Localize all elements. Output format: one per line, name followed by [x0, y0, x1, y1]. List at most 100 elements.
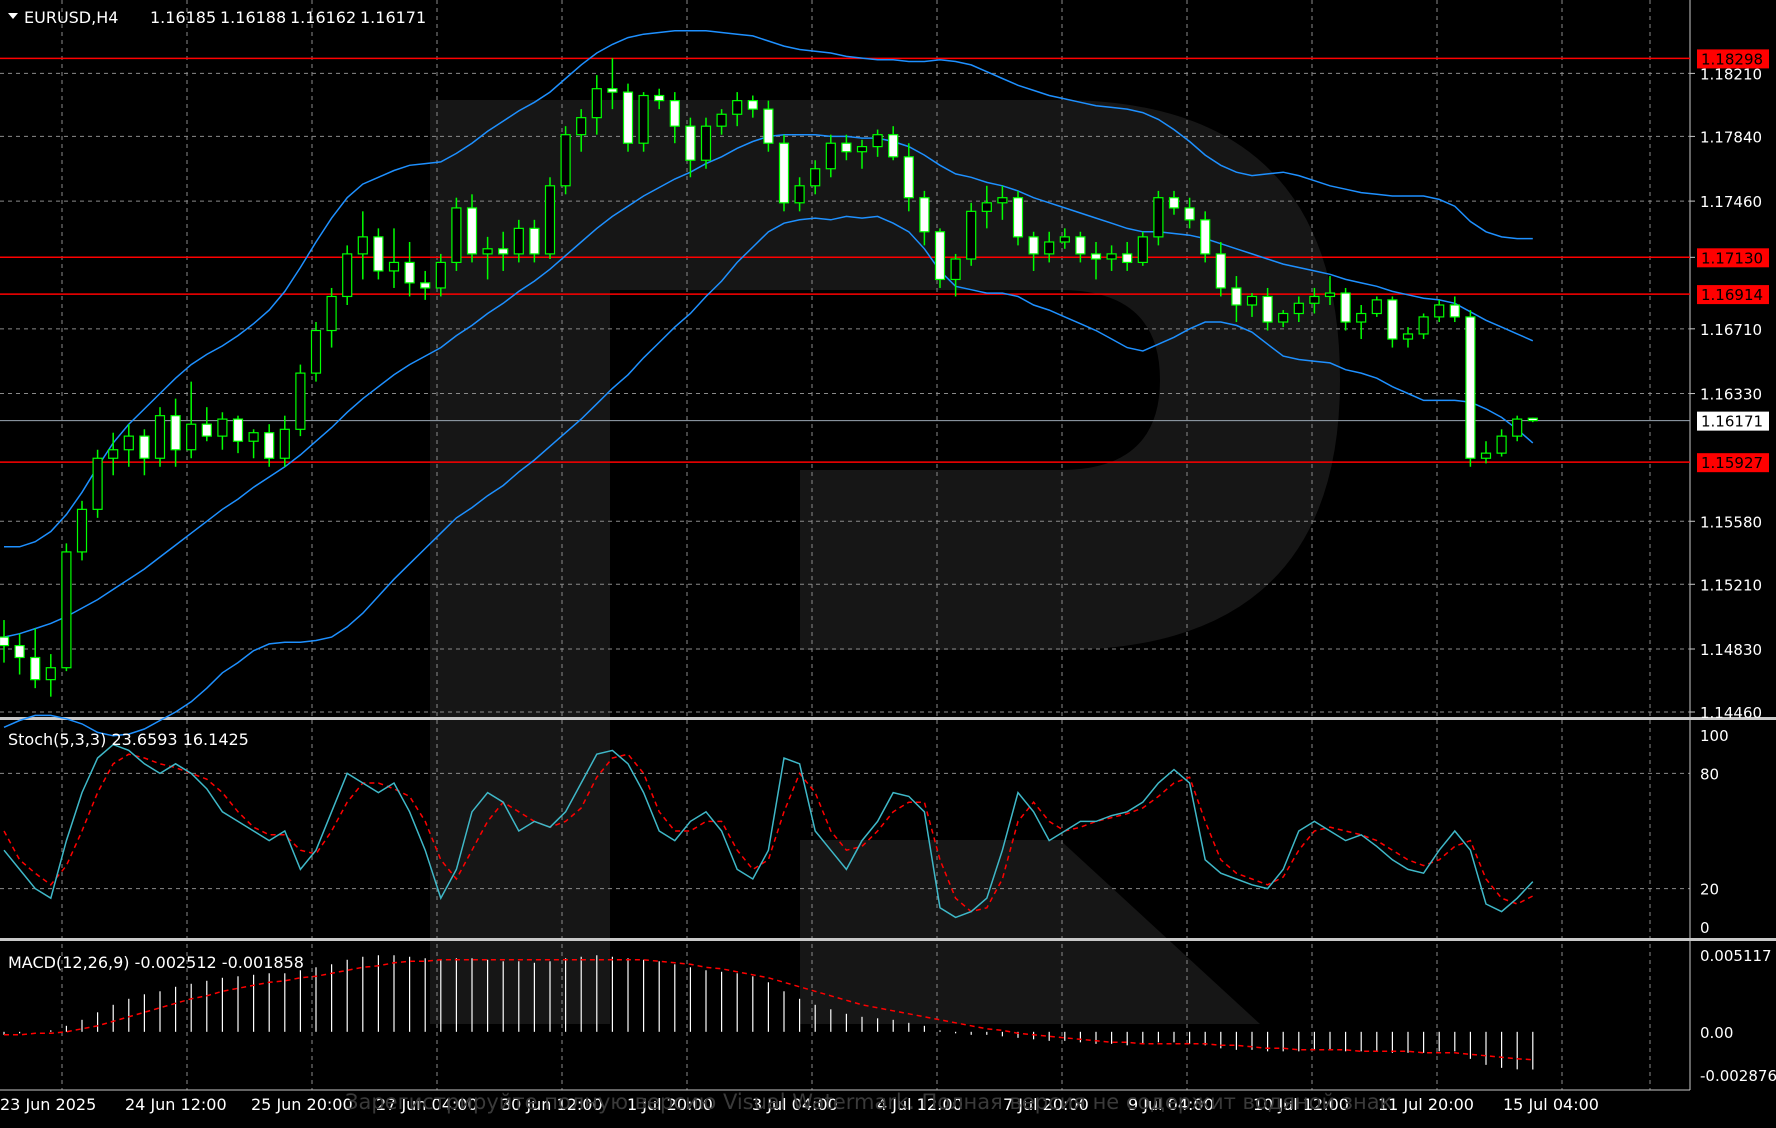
price-axis-label: 1.14830 [1700, 641, 1762, 659]
candle-body-bear [264, 432, 275, 459]
stoch-main-line [3, 743, 1534, 919]
bollinger-lower-line [3, 215, 1534, 737]
time-axis-label: 3 Jul 04:00 [752, 1095, 838, 1114]
candle-body-bull [482, 248, 493, 255]
candle-body-bear [1231, 287, 1242, 306]
axis-labels-layer: 1.18210 1.17840 1.17460 1.17130 1.16710 1.163… [0, 65, 1776, 1114]
candle-body-bull [1496, 435, 1507, 454]
candle-body-bear [841, 142, 852, 153]
candle-body-bull [1371, 299, 1382, 315]
current-price-tag [1697, 411, 1769, 431]
candle-body-bear [14, 644, 25, 659]
level-price-tag [1697, 453, 1769, 473]
candle-body-bull [1418, 316, 1429, 335]
dropdown-triangle-icon[interactable] [8, 13, 18, 19]
candle-body-bear [529, 227, 540, 255]
macd-signal-line [4, 959, 1533, 1061]
price-axis-label: 1.14460 [1700, 704, 1762, 722]
level-price-label: 1.17130 [1701, 249, 1763, 267]
time-axis-label: 9 Jul 04:00 [1128, 1095, 1214, 1114]
candle-body-bear [1262, 295, 1273, 323]
price-tags-layer: 1.18298 1.17130 1.16914 1.15927 1.16171 [1697, 49, 1769, 473]
candle-body-bear [420, 282, 431, 289]
candle-body-bull [700, 125, 712, 161]
candle-body-bear [232, 418, 244, 442]
stoch-axis-label: 0 [1700, 919, 1710, 937]
time-axis-label: 30 Jun 12:00 [501, 1095, 603, 1114]
candle-body-bull [1512, 418, 1523, 437]
candle-body-bull [1324, 292, 1336, 298]
candle-body-bull [154, 415, 166, 459]
candle-body-bear [201, 423, 212, 437]
candle-body-bull [248, 432, 259, 442]
macd-axis-label: 0.00 [1700, 1024, 1733, 1042]
candle-body-bull [576, 117, 587, 136]
candle-body-bull [217, 418, 228, 437]
candle-body-bear [498, 248, 509, 255]
macd-header: MACD(12,26,9) -0.002512 -0.001858 [8, 953, 304, 972]
candle-body-bear [1075, 236, 1086, 255]
stoch-axis-label: 100 [1700, 727, 1729, 745]
current-price-label: 1.16171 [1701, 413, 1763, 431]
time-axis-label: 7 Jul 20:00 [1003, 1095, 1089, 1114]
candle-body-bull [1293, 302, 1304, 315]
level-price-tag [1697, 49, 1769, 69]
panel-separator-main-stoch [0, 717, 1776, 720]
candle-body-bull [108, 449, 119, 459]
candle-body-bull [357, 236, 368, 255]
candle-body-bear [170, 415, 181, 451]
candle-body-bull [1106, 253, 1117, 260]
candle-body-bear [1028, 236, 1039, 255]
candle-body-bull [950, 258, 961, 281]
candle-body-bull [1402, 333, 1414, 340]
bollinger-upper-line [4, 30, 1533, 548]
time-axis-label: 25 Jun 20:00 [251, 1095, 353, 1114]
candle-body-bull [1309, 295, 1320, 304]
watermark-text: Зарегистрируйте полную версию Visual Wat… [345, 1090, 1392, 1114]
stoch-axis-label: 20 [1700, 881, 1719, 899]
stoch-signal-line [3, 753, 1534, 913]
candle-body-bull [61, 551, 72, 669]
candle-body-bull [1044, 241, 1055, 255]
candle-body-bear [622, 91, 634, 144]
level-price-tag [1697, 285, 1769, 305]
candle-body-bear [1527, 417, 1538, 422]
candle-body-bull [1059, 236, 1070, 243]
candle-body-bear [607, 88, 618, 93]
time-axis-label: 4 Jul 12:00 [877, 1095, 963, 1114]
main-panel-header: EURUSD,H4 1.16185 1.16188 1.16162 1.1617… [8, 8, 426, 27]
candles-layer [0, 58, 1538, 697]
candle-body-bear [1168, 197, 1180, 209]
candle-body-bear [1090, 253, 1102, 260]
candle-body-bear [373, 236, 384, 272]
candle-body-bull [810, 168, 821, 187]
candle-body-bear [654, 94, 665, 102]
candle-body-bull [279, 428, 290, 459]
ohlc-low: 1.16162 [290, 8, 356, 27]
symbol-header: EURUSD,H4 [24, 8, 118, 27]
candle-body-bear [1184, 207, 1195, 221]
candle-body-bull [716, 113, 727, 127]
stoch-axis-label: 80 [1700, 765, 1719, 783]
candle-body-bear [30, 656, 41, 681]
candle-body-bear [903, 156, 914, 199]
candle-body-bull [732, 100, 743, 115]
candle-body-bull [342, 253, 353, 298]
macd-axis-label: -0.002876 [1700, 1067, 1776, 1085]
candle-body-bear [1012, 197, 1024, 238]
candle-body-bull [76, 508, 88, 553]
candle-body-bull [1480, 452, 1492, 459]
candle-body-bull [310, 329, 322, 374]
candle-body-bull [997, 197, 1008, 204]
stoch-header: Stoch(5,3,3) 23.6593 16.1425 [8, 730, 249, 749]
candle-body-bear [934, 231, 946, 281]
price-axis-label: 1.15210 [1700, 576, 1762, 594]
level-price-tag [1697, 248, 1769, 268]
watermark-logo [430, 100, 1340, 1024]
time-axis-label: 24 Jun 12:00 [125, 1095, 227, 1114]
ohlc-high: 1.16188 [220, 8, 286, 27]
time-axis-label: 23 Jun 2025 [0, 1095, 96, 1114]
candle-body-bull [513, 227, 524, 255]
